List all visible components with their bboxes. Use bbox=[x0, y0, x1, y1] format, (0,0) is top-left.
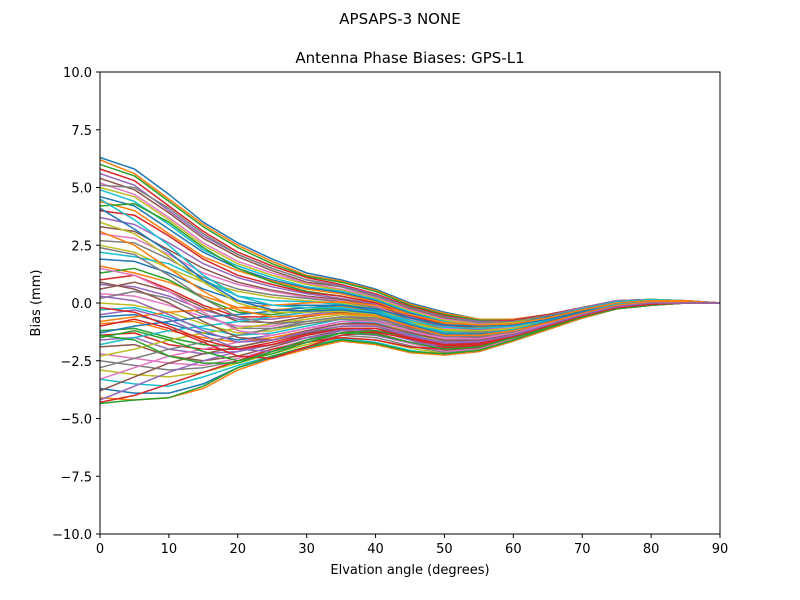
figure-suptitle: APSAPS-3 NONE bbox=[339, 10, 460, 28]
y-tick-label: −7.5 bbox=[60, 470, 92, 485]
y-tick-label: −2.5 bbox=[60, 355, 92, 370]
x-tick-label: 70 bbox=[574, 542, 591, 557]
y-tick-label: 0.0 bbox=[71, 297, 92, 312]
x-tick-label: 10 bbox=[161, 542, 178, 557]
x-tick-label: 30 bbox=[298, 542, 315, 557]
x-tick-label: 60 bbox=[505, 542, 522, 557]
x-tick-label: 50 bbox=[436, 542, 453, 557]
x-tick-label: 40 bbox=[367, 542, 384, 557]
y-tick-label: 10.0 bbox=[63, 66, 92, 81]
series-line-64 bbox=[99, 302, 720, 350]
y-tick-label: −10.0 bbox=[52, 528, 92, 543]
x-tick-label: 90 bbox=[712, 542, 729, 557]
series-line-65 bbox=[99, 295, 720, 344]
y-tick-label: −5.0 bbox=[60, 413, 92, 428]
y-tick-label: 7.5 bbox=[71, 124, 92, 139]
y-tick-label: 5.0 bbox=[71, 182, 92, 197]
series-line-10 bbox=[99, 189, 721, 327]
x-tick-label: 20 bbox=[230, 542, 247, 557]
x-axis-label: Elvation angle (degrees) bbox=[330, 563, 489, 578]
x-tick-label: 80 bbox=[643, 542, 660, 557]
series-line-52 bbox=[99, 299, 721, 326]
series-line-5 bbox=[99, 172, 721, 323]
chart-title: Antenna Phase Biases: GPS-L1 bbox=[295, 49, 524, 67]
series-line-62 bbox=[99, 230, 721, 337]
y-tick-label: 2.5 bbox=[71, 239, 92, 254]
y-axis-ticks: 10.0 7.5 5.0 2.5 0.0 −2.5 −5.0 −7.5 −10.0 bbox=[52, 66, 100, 543]
series-line-43 bbox=[99, 302, 720, 405]
series-lines bbox=[99, 156, 721, 405]
series-line-60 bbox=[99, 198, 721, 335]
x-axis-ticks: 0 10 20 30 40 50 60 70 80 90 bbox=[96, 534, 728, 557]
x-tick-label: 0 bbox=[96, 542, 104, 557]
y-axis-label: Bias (mm) bbox=[29, 270, 44, 337]
